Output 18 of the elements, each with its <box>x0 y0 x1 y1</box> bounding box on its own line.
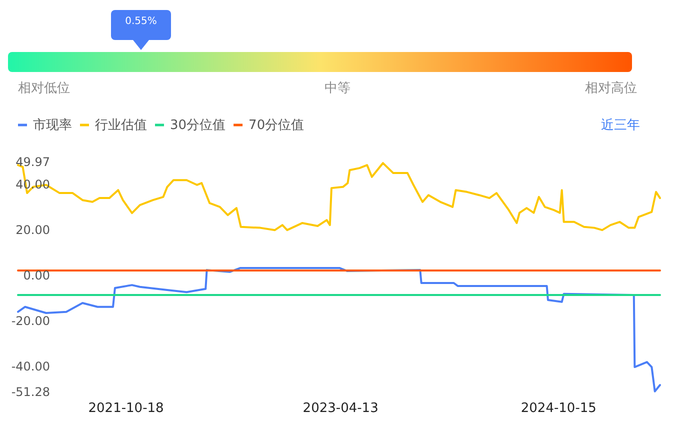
y-tick-label: -51.28 <box>11 385 50 399</box>
y-tick-label: -40.00 <box>11 359 50 374</box>
y-tick-label: 0.00 <box>23 268 50 283</box>
y-tick-label: -20.00 <box>11 314 50 328</box>
category-label: 相对低位 <box>18 81 70 96</box>
legend-label: 行业估值 <box>95 118 147 133</box>
y-tick-label: 49.97 <box>16 155 50 169</box>
category-label: 中等 <box>324 81 350 96</box>
category-label: 相对高位 <box>585 80 637 96</box>
x-tick-label: 2024-10-15 <box>520 401 596 416</box>
legend-label: 30分位值 <box>170 118 226 133</box>
y-tick-label: 20.00 <box>16 223 50 238</box>
x-tick-label: 2023-04-13 <box>302 401 378 416</box>
x-tick-label: 2021-10-18 <box>88 401 164 416</box>
legend-label: 市现率 <box>33 117 72 133</box>
legend-label: 70分位值 <box>248 118 304 133</box>
picture-tooltip-pointer: 0.55% <box>111 10 171 50</box>
text: 近三年 <box>601 118 640 133</box>
